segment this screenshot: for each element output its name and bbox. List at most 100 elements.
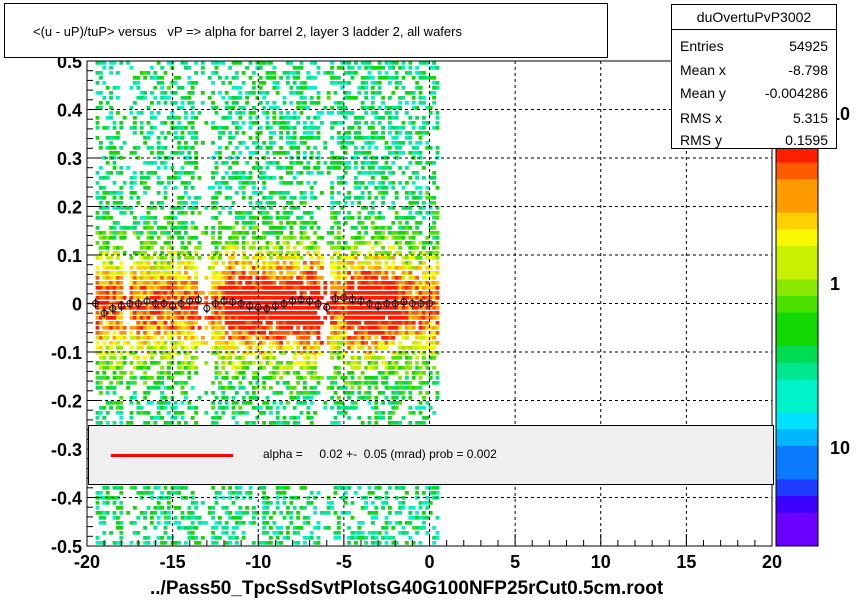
heatmap-cell [401, 266, 406, 270]
heatmap-cell [241, 376, 246, 380]
heatmap-cell [207, 256, 212, 260]
heatmap-cell [133, 381, 137, 385]
heatmap-cell [177, 311, 181, 315]
heatmap-cell [102, 191, 107, 195]
heatmap-cell [374, 136, 379, 140]
heatmap-cell [105, 351, 110, 355]
heatmap-cell [435, 81, 440, 85]
heatmap-cell [153, 341, 158, 345]
heatmap-cell [116, 171, 120, 175]
heatmap-cell [167, 496, 171, 500]
heatmap-cell [173, 131, 178, 135]
heatmap-cell [381, 186, 385, 190]
heatmap-cell [391, 61, 396, 65]
heatmap-cell [418, 376, 423, 380]
heatmap-cell [343, 256, 348, 260]
heatmap-cell [374, 396, 379, 400]
heatmap-cell [143, 361, 147, 365]
heatmap-cell [303, 86, 307, 90]
heatmap-cell [245, 511, 249, 515]
heatmap-cell [415, 406, 419, 410]
heatmap-cell [231, 281, 236, 285]
heatmap-cell [136, 76, 141, 80]
heatmap-cell [316, 291, 321, 295]
heatmap-cell [95, 346, 100, 350]
heatmap-cell [289, 331, 294, 335]
heatmap-cell [238, 96, 243, 100]
heatmap-cell [333, 246, 338, 250]
heatmap-cell [411, 151, 416, 155]
heatmap-cell [275, 531, 280, 535]
x-tick-label: -15 [160, 552, 186, 572]
heatmap-cell [401, 311, 406, 315]
heatmap-cell [177, 306, 181, 310]
heatmap-cell [320, 321, 324, 325]
colorbar-segment [776, 446, 818, 464]
heatmap-cell [156, 271, 161, 275]
heatmap-cell [228, 136, 232, 140]
heatmap-cell [388, 116, 392, 120]
heatmap-cell [340, 406, 345, 410]
heatmap-cell [109, 141, 113, 145]
heatmap-cell [105, 176, 110, 180]
y-tick-label: -0.3 [51, 440, 82, 460]
heatmap-cell [156, 346, 161, 350]
heatmap-cell [364, 356, 368, 360]
heatmap-cell [150, 401, 154, 405]
heatmap-cell [184, 361, 188, 365]
heatmap-cell [146, 246, 151, 250]
heatmap-cell [231, 96, 236, 100]
heatmap-cell [269, 501, 273, 505]
heatmap-cell [367, 491, 372, 495]
heatmap-cell [269, 536, 273, 540]
heatmap-cell [160, 291, 164, 295]
heatmap-cell [330, 186, 334, 190]
heatmap-cell [133, 311, 137, 315]
heatmap-cell [309, 256, 314, 260]
heatmap-cell [286, 241, 290, 245]
heatmap-cell [432, 536, 436, 540]
heatmap-cell [303, 266, 307, 270]
heatmap-cell [204, 316, 209, 320]
heatmap-cell [411, 251, 416, 255]
heatmap-cell [156, 111, 161, 115]
heatmap-cell [337, 241, 341, 245]
heatmap-cell [112, 161, 117, 165]
heatmap-cell [275, 311, 280, 315]
heatmap-cell [309, 416, 314, 420]
heatmap-cell [129, 401, 134, 405]
heatmap-cell [360, 161, 365, 165]
heatmap-cell [265, 261, 270, 265]
heatmap-cell [394, 486, 399, 490]
heatmap-cell [265, 211, 270, 215]
heatmap-cell [306, 136, 311, 140]
heatmap-cell [180, 381, 185, 385]
heatmap-cell [207, 96, 212, 100]
heatmap-cell [381, 331, 385, 335]
heatmap-cell [252, 221, 256, 225]
heatmap-cell [337, 351, 341, 355]
heatmap-cell [303, 201, 307, 205]
heatmap-cell [228, 131, 232, 135]
heatmap-cell [391, 386, 396, 390]
heatmap-cell [136, 266, 141, 270]
heatmap-cell [99, 146, 103, 150]
heatmap-cell [99, 256, 103, 260]
heatmap-cell [405, 266, 409, 270]
heatmap-cell [360, 81, 365, 85]
heatmap-cell [384, 331, 389, 335]
heatmap-cell [398, 351, 402, 355]
profile-point [100, 309, 108, 317]
heatmap-cell [340, 66, 345, 70]
heatmap-cell [381, 76, 385, 80]
heatmap-cell [245, 491, 249, 495]
heatmap-cell [116, 321, 120, 325]
heatmap-cell [381, 371, 385, 375]
heatmap-cell [211, 141, 215, 145]
heatmap-cell [391, 291, 396, 295]
heatmap-cell [272, 521, 277, 525]
heatmap-cell [258, 236, 263, 240]
heatmap-cell [112, 191, 117, 195]
heatmap-cell [367, 326, 372, 330]
heatmap-cell [415, 86, 419, 90]
